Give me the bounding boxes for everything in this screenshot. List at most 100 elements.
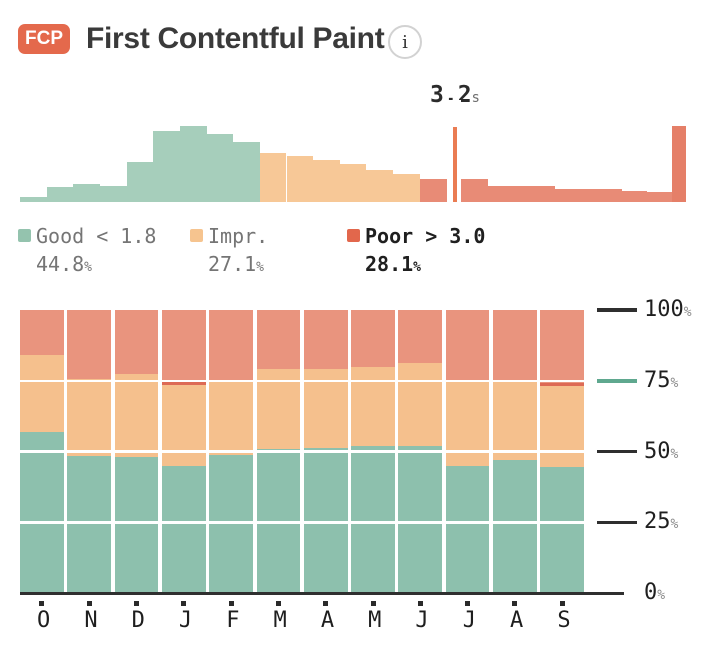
segment-poor <box>398 310 443 363</box>
month-bar <box>114 310 159 593</box>
month-label: A <box>320 608 335 633</box>
month-tick-dot <box>86 601 92 606</box>
histogram-bin <box>20 197 47 202</box>
histogram-bin <box>554 189 582 202</box>
histogram-bin <box>646 192 672 202</box>
segment-good <box>303 448 348 593</box>
histogram-bin <box>286 156 314 202</box>
month-label: S <box>557 608 571 633</box>
gridline-25 <box>20 521 585 524</box>
histogram-bin <box>339 164 367 202</box>
histogram-bin <box>126 162 154 202</box>
month-bar <box>161 310 206 593</box>
header: FCP First Contentful Paint i <box>0 0 706 70</box>
fcp-badge: FCP <box>18 24 70 54</box>
segment-improvement <box>161 384 206 467</box>
segment-improvement <box>114 373 159 458</box>
segment-good <box>20 431 64 593</box>
histogram-bin <box>541 186 555 202</box>
month-tick-dot <box>134 601 139 606</box>
info-icon[interactable]: i <box>388 25 422 59</box>
month-bar <box>256 310 301 593</box>
y-tick-50 <box>597 449 637 454</box>
month-bar <box>209 310 253 593</box>
segment-good <box>209 454 253 593</box>
month-label: D <box>131 608 145 633</box>
y-tick-label-25: 25% <box>644 509 679 535</box>
segment-good <box>493 460 537 593</box>
segment-poor <box>209 310 253 383</box>
segment-poor <box>493 310 537 380</box>
segment-poor <box>303 310 348 369</box>
month-bar <box>398 310 443 593</box>
segment-improvement <box>209 382 253 455</box>
month-tick-dot <box>512 601 518 606</box>
gridline-75 <box>20 379 585 382</box>
histogram-bin <box>99 186 127 202</box>
segment-improvement <box>493 379 537 460</box>
segment-improvement <box>67 379 112 456</box>
stacked-bars <box>20 310 585 593</box>
histogram-bin <box>366 170 394 202</box>
month-label: F <box>226 608 240 633</box>
y-tick-25 <box>597 520 637 524</box>
histogram-bin <box>73 184 100 202</box>
segment-good <box>161 466 206 593</box>
month-label: J <box>178 608 193 633</box>
good-swatch <box>18 229 31 242</box>
segment-good <box>398 446 443 593</box>
legend-good-label: Good < 1.8 <box>36 224 157 248</box>
month-tick-dot <box>465 601 471 606</box>
gridline-50 <box>20 450 585 453</box>
histogram-bin <box>419 179 447 202</box>
legend-good-value: 44.8% <box>36 252 92 276</box>
month-bar <box>20 310 64 593</box>
month-tick-dot <box>228 601 234 606</box>
segment-poor <box>256 310 301 370</box>
month-tick-dot <box>370 601 376 606</box>
segment-poor <box>445 310 490 382</box>
histogram-bin <box>233 142 260 202</box>
histogram-bin <box>608 189 622 202</box>
segment-good <box>351 446 395 593</box>
month-label: O <box>37 608 51 633</box>
segment-improvement <box>445 381 490 467</box>
month-tick-dot <box>275 601 281 606</box>
page-title: First Contentful Paint <box>86 22 385 55</box>
histogram-bin <box>581 189 609 202</box>
y-tick-label-75: 75% <box>644 367 679 393</box>
poor-swatch <box>347 229 360 242</box>
month-label: M <box>368 608 382 633</box>
segment-improvement <box>540 386 585 467</box>
segment-poor <box>540 310 585 387</box>
segment-improvement <box>256 369 301 449</box>
histogram-bin <box>393 174 420 202</box>
month-label: N <box>84 608 98 633</box>
histogram-bin <box>46 187 74 202</box>
month-label: M <box>273 608 287 633</box>
segment-improvement <box>398 362 443 447</box>
segment-good <box>67 455 112 593</box>
legend-improvement-value: 27.1% <box>208 252 264 276</box>
p75-unit: s <box>471 90 480 106</box>
segment-poor <box>351 310 395 367</box>
improvement-swatch <box>190 229 203 242</box>
y-tick-75 <box>597 379 637 383</box>
legend: Good < 1.8 44.8% Impr. 27.1% Poor > 3.0 … <box>0 224 706 288</box>
histogram-bin <box>153 131 180 202</box>
x-axis-line <box>20 591 624 595</box>
segment-good <box>256 448 301 593</box>
legend-poor-value: 28.1% <box>365 252 421 276</box>
legend-poor-label: Poor > 3.0 <box>365 224 486 248</box>
histogram-bin <box>514 186 542 202</box>
histogram-bin <box>313 160 340 202</box>
month-tick-dot <box>39 601 45 606</box>
histogram-bin <box>671 126 686 202</box>
histogram-bin <box>621 191 647 202</box>
month-bar <box>540 310 585 593</box>
month-tick-dot <box>559 601 565 606</box>
histogram-bin <box>179 126 207 202</box>
segment-poor <box>20 310 64 356</box>
y-tick-100 <box>597 308 637 312</box>
